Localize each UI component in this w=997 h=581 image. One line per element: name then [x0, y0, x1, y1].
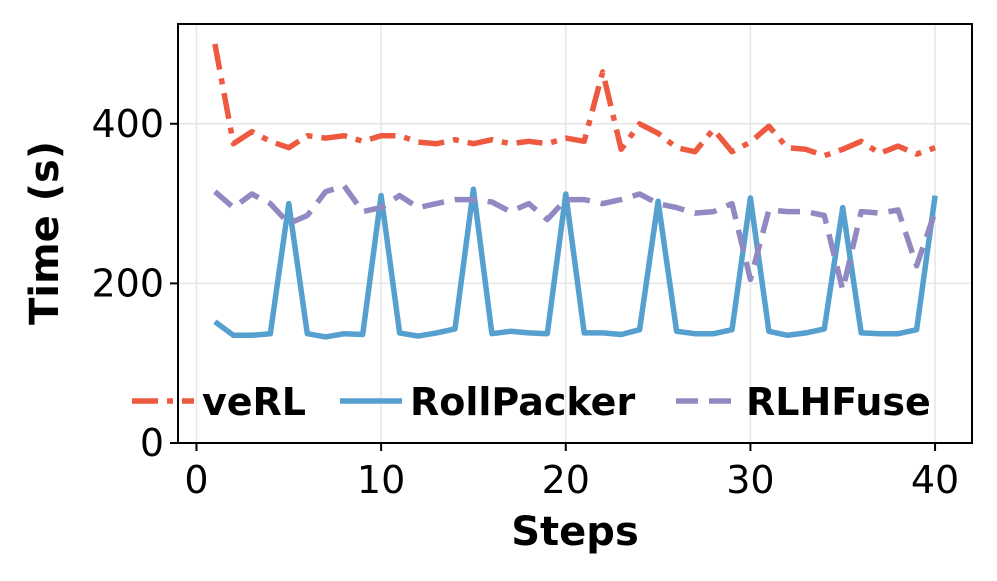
- x-tick-label-0: 0: [184, 458, 208, 502]
- series-line-verl: [212, 43, 936, 159]
- legend: veRL RollPacker RLHFuse: [132, 380, 931, 424]
- y-tick-label-200: 200: [91, 261, 164, 305]
- x-tick-label-20: 20: [542, 458, 590, 502]
- y-tick-label-0: 0: [140, 421, 164, 465]
- x-tick-label-40: 40: [911, 458, 959, 502]
- x-axis-title: Steps: [511, 509, 639, 555]
- y-tick-label-400: 400: [91, 102, 164, 146]
- legend-label-verl: veRL: [202, 380, 306, 424]
- x-tick-label-10: 10: [357, 458, 405, 502]
- plot-frame: [177, 23, 973, 444]
- series-lines: [212, 43, 938, 340]
- series-line-rlhfuse: [213, 183, 938, 293]
- x-tick-label-30: 30: [726, 458, 774, 502]
- legend-label-rollpacker: RollPacker: [410, 380, 635, 424]
- y-axis-title: Time (s): [22, 141, 68, 325]
- legend-label-rlhfuse: RLHFuse: [746, 380, 931, 424]
- series-line-rollpacker: [213, 186, 938, 340]
